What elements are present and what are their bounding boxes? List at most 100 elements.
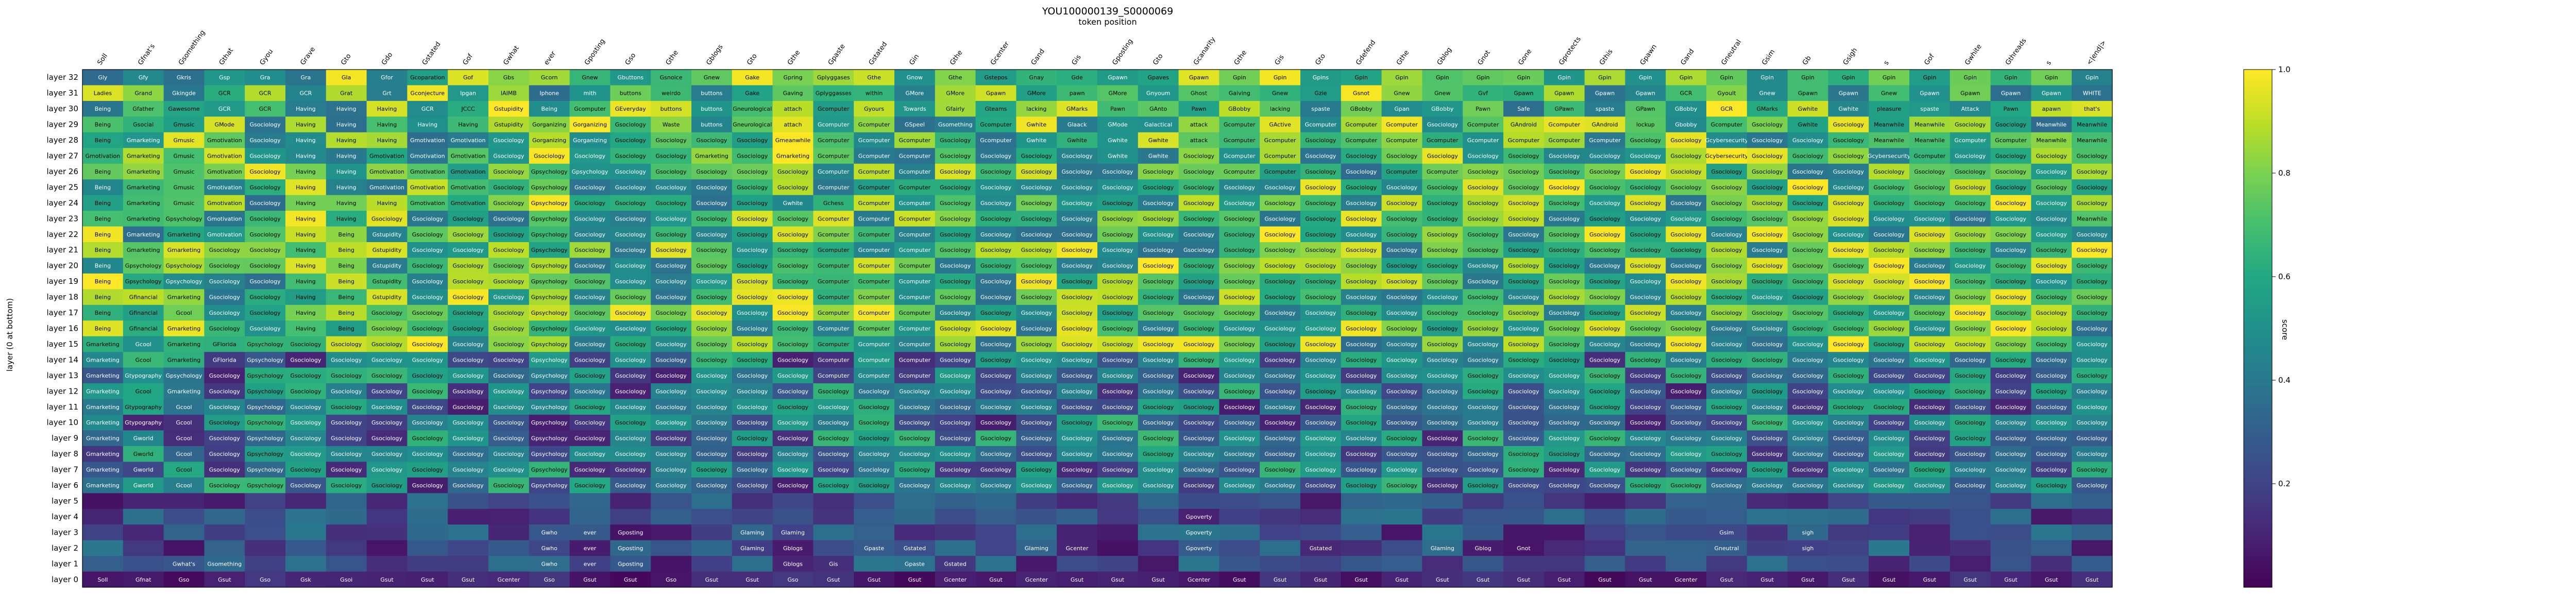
cell-label: Gsociology bbox=[1833, 184, 1865, 191]
heatmap-cell bbox=[1950, 163, 1991, 180]
heatmap-cell bbox=[894, 508, 936, 525]
heatmap-cell bbox=[1260, 211, 1301, 227]
cell-label: Gcomputer bbox=[818, 278, 850, 285]
cell-label: Gsociology bbox=[656, 326, 687, 332]
cell-label: Gsociology bbox=[696, 341, 727, 348]
cell-label: Being bbox=[95, 122, 111, 128]
colorbar-band bbox=[2244, 207, 2272, 210]
cell-label: Gsociology bbox=[331, 356, 362, 363]
cell-label: Gsociology bbox=[2077, 372, 2108, 379]
cell-label: Gsociology bbox=[493, 215, 524, 222]
cell-label: Gsociology bbox=[1630, 435, 1662, 442]
colorbar-band bbox=[2244, 240, 2272, 244]
heatmap-cell bbox=[366, 211, 408, 227]
cell-label: Gsociology bbox=[1833, 467, 1865, 473]
cell-label: Gcomputer bbox=[1264, 168, 1296, 175]
cell-label: Gcomputer bbox=[858, 168, 890, 175]
heatmap-cell bbox=[1869, 508, 1910, 525]
cell-label: Gsociology bbox=[250, 263, 281, 269]
heatmap-cell bbox=[163, 163, 205, 180]
cell-label: Gpin bbox=[1760, 74, 1774, 81]
cell-label: Gsociology bbox=[1102, 263, 1133, 269]
cell-label: Gsociology bbox=[1305, 482, 1336, 489]
heatmap-cell bbox=[1544, 195, 1585, 211]
cell-label: Gcomputer bbox=[1995, 137, 2027, 144]
cell-label: Gcomputer bbox=[899, 137, 931, 144]
cell-label: Gpsychology bbox=[531, 341, 568, 348]
heatmap-cell bbox=[1057, 211, 1098, 227]
colorbar-band bbox=[2244, 393, 2272, 396]
colorbar-band bbox=[2244, 369, 2272, 373]
cell-label: Being bbox=[95, 168, 111, 175]
y-tick-label: layer 17 bbox=[47, 308, 79, 317]
heatmap-cell bbox=[1787, 258, 1828, 274]
heatmap-cell bbox=[2031, 100, 2072, 117]
cell-label: Gsociology bbox=[412, 294, 444, 301]
cell-label: Gsociology bbox=[1102, 356, 1133, 363]
heatmap-cell bbox=[894, 179, 936, 196]
heatmap-cell bbox=[1219, 242, 1260, 258]
heatmap-cell bbox=[1503, 70, 1545, 86]
heatmap-cell bbox=[610, 100, 651, 117]
cell-label: GPawn bbox=[1555, 106, 1574, 112]
cell-label: Gmotivation bbox=[410, 137, 445, 144]
cell-label: Gsociology bbox=[574, 184, 606, 191]
cell-label: Gsociology bbox=[2077, 467, 2108, 473]
cell-label: Gsociology bbox=[2036, 200, 2067, 207]
cell-label: Gpsychology bbox=[531, 247, 568, 253]
heatmap-cell bbox=[1625, 85, 1666, 101]
cell-label: Gsociology bbox=[1955, 122, 1986, 128]
cell-label: Gsociology bbox=[1752, 278, 1783, 285]
cell-label: Gbs bbox=[503, 74, 515, 81]
heatmap-cell bbox=[2031, 508, 2072, 525]
heatmap-cell bbox=[1828, 163, 1869, 180]
cell-label: Gcenter bbox=[1025, 576, 1048, 583]
x-tick-label: Gand bbox=[1680, 47, 1696, 66]
cell-label: Gpawn bbox=[2042, 90, 2061, 97]
heatmap-cell bbox=[854, 179, 895, 196]
cell-label: Gsociology bbox=[859, 451, 890, 457]
cell-label: Gsociology bbox=[1792, 294, 1824, 301]
cell-label: Gsociology bbox=[1346, 278, 1377, 285]
cell-label: Gwhite bbox=[1026, 137, 1046, 144]
cell-label: Ladies bbox=[94, 90, 112, 97]
cell-label: Gmotivation bbox=[369, 168, 404, 175]
cell-label: buttons bbox=[701, 122, 722, 128]
heatmap-cell bbox=[163, 85, 205, 101]
heatmap-cell bbox=[82, 304, 124, 321]
colorbar-band bbox=[2244, 473, 2272, 477]
cell-label: Gcool bbox=[176, 435, 192, 442]
cell-label: Gsociology bbox=[737, 435, 768, 442]
cell-label: Pawn bbox=[2004, 106, 2019, 112]
heatmap-cell bbox=[1422, 273, 1463, 290]
cell-label: within bbox=[866, 90, 883, 97]
cell-label: Gsociology bbox=[1265, 184, 1296, 191]
cell-label: Gmarketing bbox=[127, 215, 160, 222]
heatmap-cell bbox=[285, 320, 327, 337]
cell-label: Gsociology bbox=[1508, 168, 1539, 175]
heatmap-cell bbox=[772, 289, 814, 305]
heatmap-cell bbox=[1463, 226, 1504, 243]
cell-label: Gsociology bbox=[1183, 310, 1215, 316]
cell-label: Gfor bbox=[381, 74, 393, 81]
heatmap-cell bbox=[1625, 226, 1666, 243]
cell-label: Gpin bbox=[1395, 74, 1409, 81]
cell-label: Iphone bbox=[539, 90, 559, 97]
cell-label: Gsociology bbox=[737, 153, 768, 160]
colorbar-band bbox=[2244, 134, 2272, 138]
cell-label: GCR bbox=[218, 90, 231, 97]
cell-label: Gsociology bbox=[574, 356, 606, 363]
colorbar-band bbox=[2244, 243, 2272, 246]
heatmap-cell bbox=[285, 211, 327, 227]
cell-label: Gsociology bbox=[1589, 326, 1621, 332]
cell-label: Gsociology bbox=[1995, 482, 2027, 489]
cell-label: Gsociology bbox=[1386, 200, 1418, 207]
heatmap-cell bbox=[245, 179, 286, 196]
x-tick-label: Gthat bbox=[218, 47, 235, 66]
heatmap-cell bbox=[1178, 304, 1219, 321]
heatmap-cell bbox=[1341, 226, 1382, 243]
cell-label: Having bbox=[296, 310, 316, 316]
heatmap-cell bbox=[1463, 179, 1504, 196]
heatmap-cell bbox=[732, 163, 773, 180]
heatmap-cell bbox=[163, 226, 205, 243]
